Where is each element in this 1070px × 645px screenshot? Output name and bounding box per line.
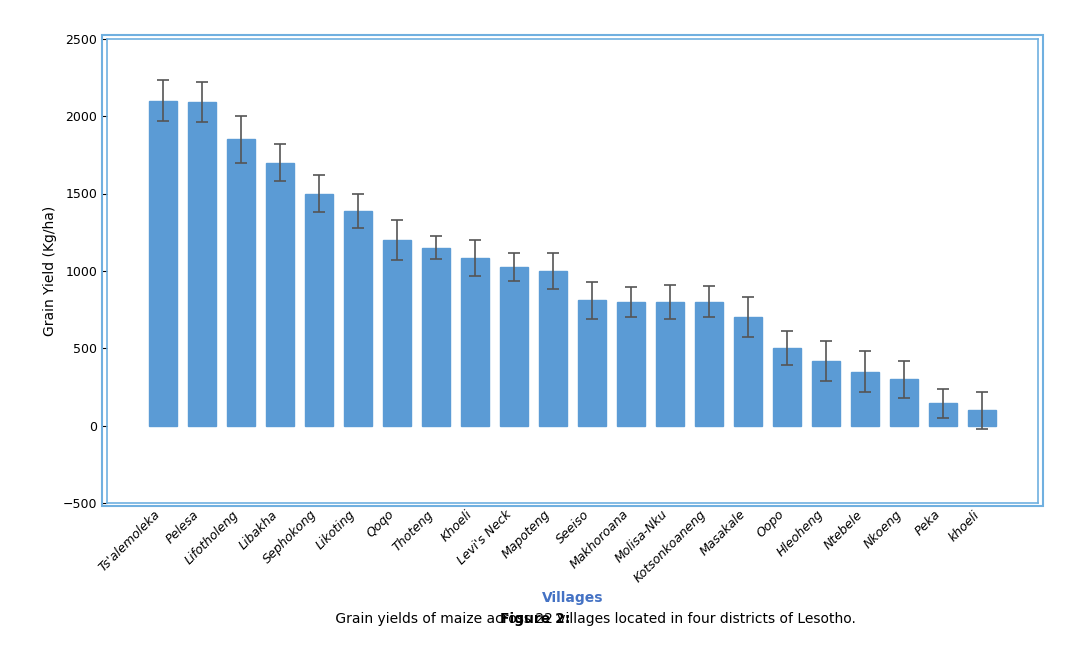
Text: Grain yields of maize across 22 villages located in four districts of Lesotho.: Grain yields of maize across 22 villages…: [332, 611, 856, 626]
Bar: [150, 101, 177, 426]
Bar: [696, 302, 722, 426]
Bar: [266, 163, 293, 426]
X-axis label: Villages: Villages: [541, 591, 603, 604]
Bar: [423, 248, 449, 426]
Bar: [539, 271, 567, 426]
Bar: [890, 379, 918, 426]
Bar: [461, 258, 489, 426]
Text: Figure 2:: Figure 2:: [500, 611, 570, 626]
Bar: [345, 210, 371, 426]
Bar: [617, 302, 644, 426]
Bar: [929, 403, 957, 426]
Bar: [188, 102, 216, 426]
Y-axis label: Grain Yield (Kg/ha): Grain Yield (Kg/ha): [43, 206, 57, 336]
Bar: [774, 348, 800, 426]
Bar: [578, 301, 606, 426]
Bar: [656, 302, 684, 426]
Bar: [227, 139, 255, 426]
Bar: [305, 194, 333, 426]
Bar: [383, 240, 411, 426]
Bar: [734, 317, 762, 426]
Bar: [812, 361, 840, 426]
Bar: [852, 372, 878, 426]
Bar: [501, 267, 528, 426]
Bar: [968, 410, 995, 426]
